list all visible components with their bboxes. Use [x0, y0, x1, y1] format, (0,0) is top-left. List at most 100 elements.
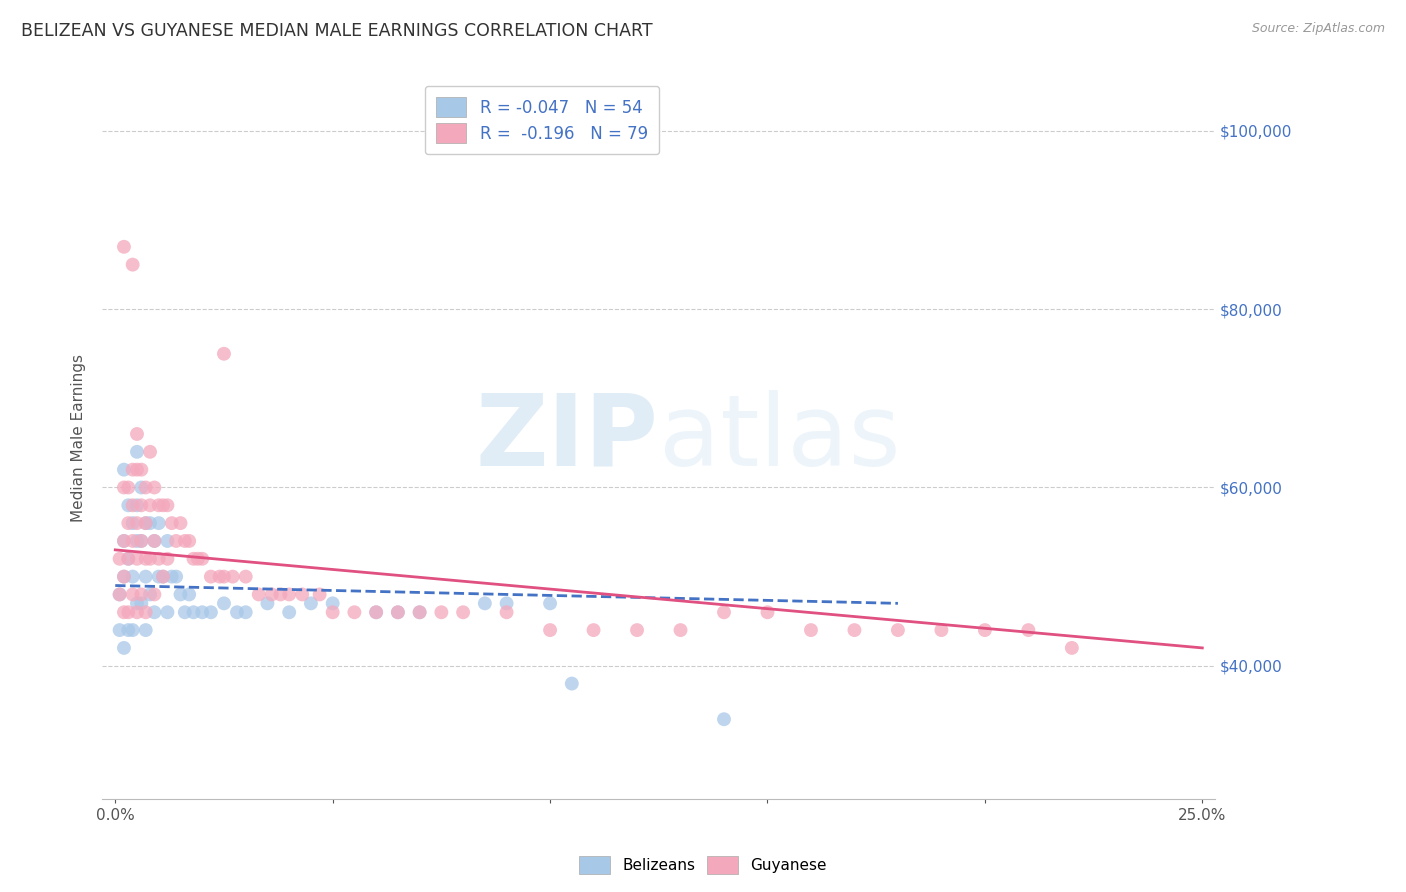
Point [191, 551, 214, 566]
Point [200, 605, 222, 619]
Point [117, 480, 139, 494]
Point [139, 516, 162, 530]
Point [299, 596, 322, 610]
Point [112, 240, 135, 254]
Point [117, 623, 139, 637]
Point [278, 605, 301, 619]
Point [387, 605, 409, 619]
Point [291, 587, 314, 601]
Point [148, 498, 170, 512]
Point [121, 569, 143, 583]
Point [108, 551, 131, 566]
Point [626, 623, 648, 637]
Point [143, 533, 166, 548]
Text: Source: ZipAtlas.com: Source: ZipAtlas.com [1251, 22, 1385, 36]
Point [260, 587, 283, 601]
Point [148, 569, 170, 583]
Point [139, 498, 162, 512]
Point [152, 569, 174, 583]
Point [187, 551, 209, 566]
Point [278, 587, 301, 601]
Point [495, 596, 517, 610]
Point [183, 551, 205, 566]
Point [135, 551, 157, 566]
Point [131, 596, 153, 610]
Point [247, 587, 270, 601]
Point [887, 623, 910, 637]
Point [713, 605, 735, 619]
Point [451, 605, 474, 619]
Point [366, 605, 388, 619]
Point [669, 623, 692, 637]
Point [756, 605, 779, 619]
Point [121, 463, 143, 477]
Point [582, 623, 605, 637]
Point [131, 533, 153, 548]
Point [322, 596, 344, 610]
Text: ZIP: ZIP [475, 390, 659, 487]
Point [221, 569, 243, 583]
Point [160, 516, 183, 530]
Point [173, 605, 195, 619]
Point [131, 498, 153, 512]
Point [131, 463, 153, 477]
Point [173, 533, 195, 548]
Point [387, 605, 409, 619]
Point [125, 463, 148, 477]
Y-axis label: Median Male Earnings: Median Male Earnings [72, 354, 86, 523]
Point [430, 605, 453, 619]
Point [135, 569, 157, 583]
Point [112, 605, 135, 619]
Point [212, 596, 235, 610]
Point [112, 463, 135, 477]
Point [160, 569, 183, 583]
Point [212, 569, 235, 583]
Point [143, 605, 166, 619]
Point [112, 533, 135, 548]
Point [148, 516, 170, 530]
Point [143, 587, 166, 601]
Point [135, 605, 157, 619]
Point [112, 480, 135, 494]
Point [125, 516, 148, 530]
Point [408, 605, 430, 619]
Point [156, 498, 179, 512]
Point [117, 498, 139, 512]
Point [561, 676, 583, 690]
Point [117, 551, 139, 566]
Point [200, 569, 222, 583]
Point [125, 605, 148, 619]
Point [1060, 640, 1083, 655]
Point [125, 445, 148, 459]
Point [165, 533, 187, 548]
Point [117, 551, 139, 566]
Point [125, 498, 148, 512]
Point [235, 569, 257, 583]
Point [121, 498, 143, 512]
Point [152, 569, 174, 583]
Point [156, 551, 179, 566]
Point [108, 587, 131, 601]
Point [308, 587, 330, 601]
Point [931, 623, 953, 637]
Point [269, 587, 291, 601]
Point [139, 551, 162, 566]
Point [156, 533, 179, 548]
Point [112, 640, 135, 655]
Point [108, 587, 131, 601]
Point [135, 516, 157, 530]
Point [408, 605, 430, 619]
Point [121, 587, 143, 601]
Point [474, 596, 496, 610]
Point [495, 605, 517, 619]
Text: BELIZEAN VS GUYANESE MEDIAN MALE EARNINGS CORRELATION CHART: BELIZEAN VS GUYANESE MEDIAN MALE EARNING… [21, 22, 652, 40]
Point [191, 605, 214, 619]
Text: atlas: atlas [659, 390, 900, 487]
Point [117, 516, 139, 530]
Point [143, 533, 166, 548]
Point [125, 533, 148, 548]
Point [156, 605, 179, 619]
Point [139, 587, 162, 601]
Point [179, 533, 201, 548]
Point [131, 480, 153, 494]
